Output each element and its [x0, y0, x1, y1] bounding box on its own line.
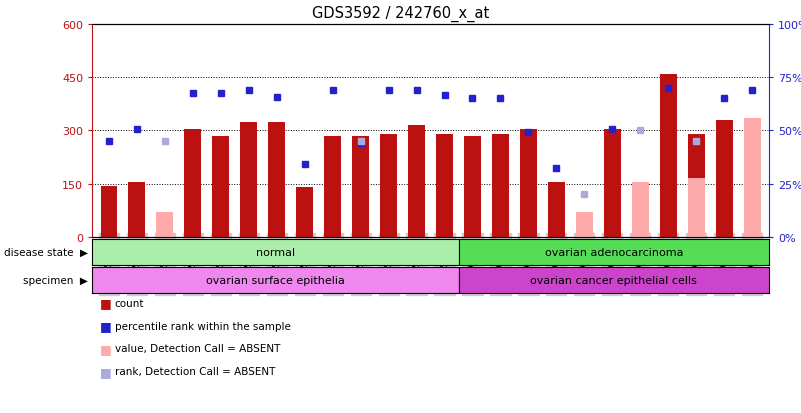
- Text: value, Detection Call = ABSENT: value, Detection Call = ABSENT: [115, 344, 280, 354]
- Bar: [352, 136, 369, 237]
- Bar: [409, 126, 425, 237]
- Bar: [92, 267, 459, 293]
- Text: percentile rank within the sample: percentile rank within the sample: [115, 321, 291, 331]
- Text: GDS3592 / 242760_x_at: GDS3592 / 242760_x_at: [312, 6, 489, 22]
- Bar: [744, 119, 761, 237]
- Bar: [632, 183, 649, 237]
- Text: ■: ■: [100, 342, 112, 355]
- Bar: [688, 179, 705, 237]
- Bar: [604, 129, 621, 237]
- Bar: [324, 136, 341, 237]
- Bar: [184, 129, 201, 237]
- Bar: [100, 186, 117, 237]
- Bar: [212, 136, 229, 237]
- Bar: [380, 135, 397, 237]
- Bar: [492, 135, 509, 237]
- Text: specimen  ▶: specimen ▶: [23, 275, 88, 285]
- Bar: [660, 74, 677, 237]
- Text: count: count: [115, 298, 144, 308]
- Text: ■: ■: [100, 297, 112, 310]
- Bar: [92, 240, 459, 265]
- Bar: [576, 213, 593, 237]
- Bar: [268, 122, 285, 237]
- Bar: [548, 183, 565, 237]
- Text: ovarian adenocarcinoma: ovarian adenocarcinoma: [545, 247, 683, 257]
- Bar: [128, 183, 145, 237]
- Bar: [520, 129, 537, 237]
- Bar: [296, 188, 313, 237]
- Bar: [716, 121, 733, 237]
- Bar: [464, 136, 481, 237]
- Text: ■: ■: [100, 319, 112, 332]
- Text: ovarian cancer epithelial cells: ovarian cancer epithelial cells: [530, 275, 698, 285]
- Bar: [459, 267, 769, 293]
- Bar: [436, 135, 453, 237]
- Text: disease state  ▶: disease state ▶: [4, 247, 88, 257]
- Text: ■: ■: [100, 365, 112, 378]
- Text: rank, Detection Call = ABSENT: rank, Detection Call = ABSENT: [115, 366, 275, 376]
- Bar: [459, 240, 769, 265]
- Bar: [240, 122, 257, 237]
- Text: ovarian surface epithelia: ovarian surface epithelia: [206, 275, 345, 285]
- Text: normal: normal: [256, 247, 295, 257]
- Bar: [156, 213, 173, 237]
- Bar: [688, 135, 705, 237]
